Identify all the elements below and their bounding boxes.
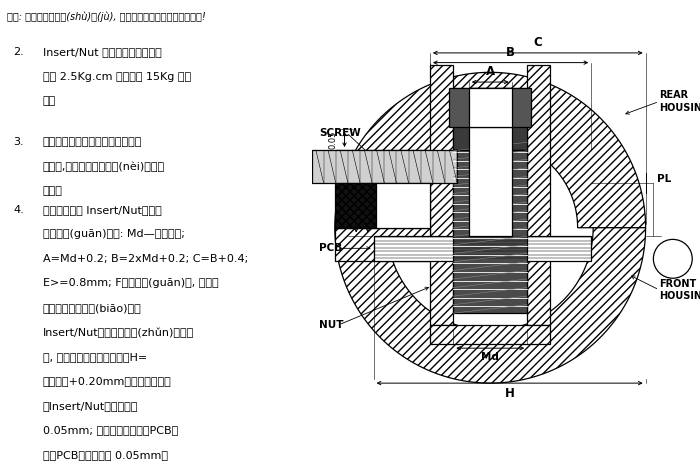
Bar	[376, 183, 430, 228]
Bar	[335, 183, 376, 228]
Text: 力。: 力。	[43, 96, 56, 106]
Polygon shape	[430, 65, 454, 325]
Bar	[312, 150, 457, 183]
Polygon shape	[335, 228, 645, 383]
Text: SCREW: SCREW	[319, 128, 361, 138]
Text: Insert/Nut熱熔后與基準(zhǔn)面的距: Insert/Nut熱熔后與基準(zhǔn)面的距	[43, 327, 194, 338]
Bar	[430, 325, 550, 344]
Text: C: C	[533, 36, 542, 49]
Bar	[335, 228, 430, 261]
Polygon shape	[527, 65, 550, 325]
Text: Md: Md	[482, 352, 499, 362]
Text: F: F	[668, 252, 677, 265]
Polygon shape	[335, 73, 645, 228]
Text: 0.05mm; 下殼螺柱外圈頂住PCB板: 0.05mm; 下殼螺柱外圈頂住PCB板	[43, 425, 178, 435]
Text: A=Md+0.2; B=2xMd+0.2; C=B+0.4;: A=Md+0.2; B=2xMd+0.2; C=B+0.4;	[43, 254, 248, 264]
Text: E>=0.8mm; F尺寸很關(guān)鍵, 是必須: E>=0.8mm; F尺寸很關(guān)鍵, 是必須	[43, 278, 218, 288]
Text: REAR
HOUSING: REAR HOUSING	[659, 90, 700, 113]
Text: 要求時,可以考慮采用模內(nèi)鑲件的: 要求時,可以考慮采用模內(nèi)鑲件的	[43, 161, 165, 171]
Text: 與Insert/Nut面的距離為: 與Insert/Nut面的距離為	[43, 401, 138, 411]
Text: Insert/Nut 熱熔在螺柱里后要能: Insert/Nut 熱熔在螺柱里后要能	[43, 47, 162, 57]
Text: 0.05: 0.05	[328, 130, 337, 148]
Text: 在裝配圖中明確標(biāo)出的: 在裝配圖中明確標(biāo)出的	[43, 303, 141, 313]
Text: 4.: 4.	[13, 205, 24, 215]
Text: 右圖中所示的 Insert/Nut與螺絲: 右圖中所示的 Insert/Nut與螺絲	[43, 205, 162, 215]
Bar	[469, 88, 512, 236]
Text: 處與PCB板的距離為 0.05mm。: 處與PCB板的距離為 0.05mm。	[43, 450, 168, 460]
Text: B: B	[506, 46, 515, 59]
Text: 2.: 2.	[13, 47, 24, 57]
Bar	[335, 150, 430, 183]
Bar	[374, 236, 592, 261]
Text: A: A	[486, 65, 495, 78]
Text: E: E	[374, 204, 382, 214]
Bar	[454, 150, 527, 313]
Text: H: H	[505, 387, 514, 400]
Text: 備注: 以上皆為建議數(shù)據(jù), 如有其它所需尺寸將可另行制作!: 備注: 以上皆為建議數(shù)據(jù), 如有其它所需尺寸將可另行制作!	[6, 12, 205, 22]
Text: 如果熱熔螺母的拉、扭力不能滿足: 如果熱熔螺母的拉、扭力不能滿足	[43, 137, 142, 146]
Text: NUT: NUT	[319, 320, 344, 330]
Bar	[469, 88, 512, 127]
Text: PCB: PCB	[319, 244, 342, 253]
Bar	[449, 88, 531, 127]
Text: 柱尺寸關(guān)系為: Md—螺絲螺徑;: 柱尺寸關(guān)系為: Md—螺絲螺徑;	[43, 229, 185, 239]
Text: 3.: 3.	[13, 137, 24, 146]
Text: 離, 且每次新送樣都要檢驗。H=: 離, 且每次新送樣都要檢驗。H=	[43, 352, 147, 362]
Circle shape	[653, 239, 692, 278]
Text: PL: PL	[657, 174, 671, 184]
Text: 方式。: 方式。	[43, 186, 62, 195]
Bar	[454, 88, 527, 150]
Text: FRONT
HOUSING: FRONT HOUSING	[659, 279, 700, 301]
Text: 0.05: 0.05	[340, 200, 349, 219]
Text: 承受 2.5Kg.cm 的扭力和 15Kg 的拉: 承受 2.5Kg.cm 的扭力和 15Kg 的拉	[43, 72, 191, 81]
Text: 螺柱外徑+0.20mm。下殼螺柱底面: 螺柱外徑+0.20mm。下殼螺柱底面	[43, 376, 172, 386]
